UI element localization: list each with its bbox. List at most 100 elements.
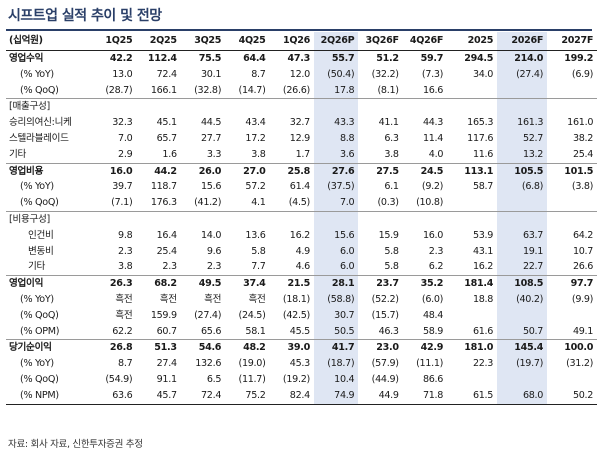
table-cell: (11.7): [238, 373, 266, 385]
table-header-row: (십억원) 1Q25 2Q25 3Q25 4Q25 1Q26 2Q26P 3Q26F 4Q26F…: [6, 32, 598, 51]
row-label: (% QoQ): [20, 197, 59, 209]
table-cell: 161.3: [497, 115, 548, 131]
row-label: 기타: [9, 148, 27, 160]
table-cell: 6.1: [384, 181, 399, 193]
table-cell: [269, 98, 314, 116]
table-cell: 22.3: [472, 358, 494, 370]
table-cell: 17.8: [313, 82, 359, 99]
table-cell: 3.8: [251, 148, 266, 160]
table-cell: 27.7: [201, 132, 222, 144]
table-cell: 54.6: [180, 339, 226, 357]
table-cell: 11.6: [472, 148, 494, 160]
table-cell: [447, 195, 497, 211]
source-note: 자료: 회사 자료, 신한투자증권 추정: [8, 439, 143, 450]
row-label: 당기순이익: [6, 339, 92, 357]
table-cell: 43.1: [472, 245, 494, 257]
table-cell: (40.2): [497, 291, 548, 308]
table-cell: 44.3: [422, 117, 444, 129]
table-cell: 117.6: [467, 132, 494, 144]
row-label: 스텔라블레이드: [9, 132, 69, 144]
table-cell: (15.7): [371, 309, 399, 321]
table-cell: [180, 98, 226, 116]
row-label: 영업이익: [6, 275, 92, 292]
table-cell: 3.6: [313, 146, 359, 164]
table-cell: 45.5: [289, 325, 310, 337]
table-cell: 58.9: [422, 325, 444, 337]
table-cell: 38.2: [572, 132, 594, 144]
header-period: 3Q26F: [358, 32, 403, 51]
row-label: (% OPM): [20, 325, 60, 337]
table-cell: (19.0): [238, 358, 266, 370]
table-cell: 39.0: [269, 339, 314, 357]
table-cell: 9.6: [206, 245, 222, 257]
table-cell: 28.1: [313, 275, 359, 292]
table-cell: [358, 210, 403, 228]
table-cell: 63.6: [92, 387, 137, 405]
table-cell: 37.4: [225, 275, 270, 292]
table-cell: (6.0): [421, 293, 444, 305]
header-period: 4Q26F: [402, 32, 448, 51]
table-cell: 61.4: [289, 181, 310, 193]
table-cell: [136, 210, 181, 228]
row-label: (% QoQ): [20, 309, 59, 321]
table-cell: 112.4: [136, 49, 181, 67]
table-cell: 25.8: [269, 162, 314, 180]
table-cell: 74.9: [313, 387, 359, 405]
table-cell: 45.7: [136, 387, 181, 405]
table-cell: 14.0: [201, 229, 222, 241]
table-cell: 6.5: [206, 373, 222, 385]
table-row: (% QoQ) (28.7) 166.1 (32.8) (14.7) (26.6) 17.8…: [6, 82, 597, 99]
table-cell: 12.9: [289, 132, 310, 144]
table-cell: 45.1: [156, 117, 177, 129]
table-cell: 45.3: [289, 358, 310, 370]
table-cell: 7.0: [313, 195, 359, 212]
table-cell: 132.6: [195, 358, 222, 370]
table-cell: 44.2: [136, 162, 181, 180]
table-cell: 2.3: [162, 261, 177, 273]
table-cell: (58.8): [313, 291, 359, 308]
table-cell: 294.5: [447, 49, 498, 67]
table-cell: (32.8): [194, 84, 222, 96]
table-cell: 47.3: [269, 49, 314, 67]
table-cell: 41.7: [313, 339, 359, 357]
table-row: [매출구성]: [6, 98, 598, 116]
table-cell: (6.9): [571, 68, 594, 80]
table-cell: (14.7): [238, 84, 266, 96]
table-cell: 4.9: [295, 245, 311, 257]
table-cell: 5.8: [251, 245, 266, 257]
table-cell: [225, 98, 270, 116]
table-row: 당기순이익 26.8 51.3 54.6 48.2 39.0 41.7 23.0 42.9 181…: [6, 339, 598, 357]
table-cell: 60.7: [156, 325, 177, 337]
table-cell: 10.4: [313, 371, 359, 388]
table-cell: [547, 195, 597, 211]
table-cell: (31.2): [566, 358, 594, 370]
table-cell: 52.7: [497, 130, 548, 147]
table-cell: 118.7: [150, 181, 177, 193]
table-cell: (0.3): [377, 197, 399, 209]
table-cell: 흑전: [204, 293, 222, 305]
header-period: 2Q25: [136, 32, 181, 51]
row-label: (% YoY): [20, 68, 54, 80]
table-row: 승리의여신:니케 32.3 45.1 44.5 43.4 32.7 43.3 41.1 44.3…: [6, 115, 597, 131]
table-cell: 68.0: [497, 387, 548, 405]
table-cell: 3.8: [118, 261, 133, 273]
table-cell: 46.3: [378, 325, 399, 337]
header-period: 2026F: [497, 32, 548, 51]
table-cell: [447, 372, 497, 388]
table-cell: 흑전: [115, 293, 133, 305]
table-cell: [497, 210, 548, 228]
table-cell: 흑전: [159, 293, 177, 305]
table-cell: 68.2: [136, 275, 181, 292]
table-cell: 5.8: [384, 261, 399, 273]
table-cell: (24.5): [238, 309, 266, 321]
table-cell: 흑전: [248, 293, 266, 305]
table-cell: 32.3: [112, 117, 133, 129]
table-row: 영업비용 16.0 44.2 26.0 27.0 25.8 27.6 27.5 24.5 113.…: [6, 162, 598, 180]
table-cell: 199.2: [547, 49, 598, 67]
table-cell: [497, 98, 548, 116]
table-cell: (19.2): [282, 373, 310, 385]
table-cell: 27.0: [225, 162, 270, 180]
table-cell: 15.9: [378, 229, 399, 241]
table-cell: 39.7: [112, 181, 133, 193]
table-cell: 42.9: [402, 339, 448, 357]
